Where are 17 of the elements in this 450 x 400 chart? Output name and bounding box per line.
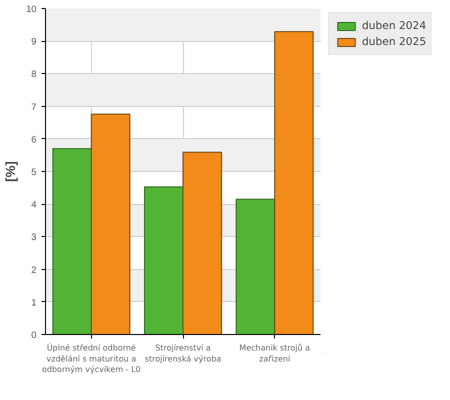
legend-label: duben 2024	[362, 19, 426, 32]
y-tick-label: 6	[31, 134, 37, 144]
y-tick-label: 5	[31, 167, 37, 177]
y-tick-label: 0	[31, 330, 37, 340]
y-tick-label: 7	[31, 102, 37, 112]
y-tick-label: 3	[31, 232, 37, 242]
x-tick-label: Úplné střední odborné vzdělání s maturitou a odborným výcvikem - L0	[42, 342, 141, 374]
y-tick-label: 9	[31, 36, 37, 47]
y-tick-label: 2	[31, 264, 37, 275]
x-tick-label: Mechanik strojů a zařízení	[239, 344, 310, 364]
y-tick-label: 4	[31, 200, 37, 210]
y-tick-label: 10	[26, 4, 37, 14]
y-axis-title: [%]	[3, 161, 18, 182]
legend-label: duben 2025	[362, 35, 426, 48]
x-tick-label: Strojírenství a strojírenská výroba	[144, 344, 222, 364]
y-tick-label: 1	[31, 297, 37, 308]
y-tick-label: 8	[31, 69, 37, 80]
